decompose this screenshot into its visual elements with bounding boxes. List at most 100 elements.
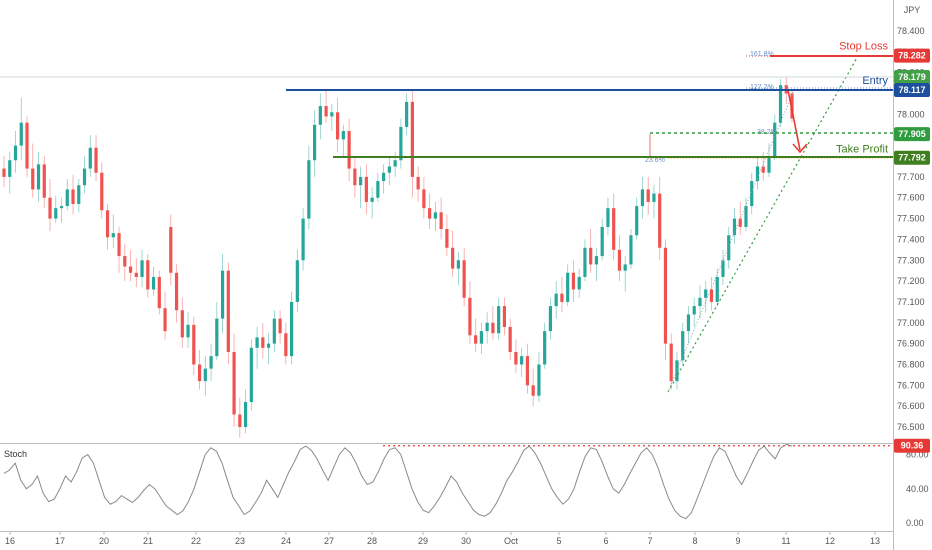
candle-body: [485, 322, 489, 332]
candle-body: [215, 318, 219, 357]
candle-body: [675, 360, 679, 382]
time-tick-label: 6: [603, 536, 608, 546]
candle-body: [100, 172, 104, 211]
candlesticks: [2, 76, 794, 438]
price-tick-label: 76.700: [897, 380, 925, 390]
candle-body: [531, 385, 535, 396]
price-label-box-fib382: [894, 127, 930, 142]
candle-body: [128, 266, 133, 273]
candle-body: [307, 160, 311, 219]
price-label-box-high: [894, 70, 930, 85]
candle-body: [761, 166, 765, 173]
price-tick-label: 77.100: [897, 297, 925, 307]
candle-body: [479, 331, 484, 344]
candle-body: [491, 322, 495, 334]
candle-body: [146, 260, 150, 290]
candle-body: [13, 145, 18, 161]
time-tick-label: 20: [99, 536, 109, 546]
candle-body: [232, 351, 236, 415]
candle-body: [82, 168, 87, 186]
candle-body: [692, 306, 696, 315]
time-tick-label: 29: [418, 536, 428, 546]
candle-body: [134, 272, 138, 277]
candle-body: [583, 247, 587, 277]
candle-body: [554, 293, 558, 307]
candle-body: [266, 343, 271, 348]
price-label-text-entry: 78.117: [898, 85, 925, 95]
candle-body: [94, 147, 98, 173]
candle-body: [571, 272, 576, 290]
candle-body: [456, 260, 460, 269]
stoch-line: [3, 443, 793, 520]
candle-body: [629, 235, 633, 265]
entry-text: Entry: [862, 75, 888, 87]
time-tick-label: 9: [735, 536, 740, 546]
candle-body: [157, 276, 161, 309]
time-tick-label: 7: [647, 536, 652, 546]
candle-body: [324, 106, 328, 117]
candle-body: [669, 343, 673, 382]
candle-body: [514, 351, 518, 365]
candle-body: [330, 112, 334, 117]
candle-body: [31, 168, 35, 190]
candle-body: [451, 247, 455, 269]
candle-body: [105, 210, 110, 238]
candle-body: [560, 293, 564, 302]
candle-body: [640, 189, 645, 207]
candle-body: [393, 160, 397, 167]
candle-body: [732, 218, 737, 236]
support-trendline-outer: [667, 55, 859, 393]
take-profit-text: Take Profit: [836, 144, 888, 156]
candle-body: [715, 276, 719, 302]
stoch-value-box: [894, 438, 930, 453]
candle-body: [600, 226, 604, 257]
candle-body: [220, 270, 225, 319]
support-trendline-inner: [667, 87, 796, 393]
time-tick-label: 28: [367, 536, 377, 546]
time-tick-label: 23: [235, 536, 245, 546]
candle-body: [353, 168, 357, 186]
candle-body: [698, 297, 702, 307]
currency-label: JPY: [904, 5, 921, 15]
candle-body: [226, 270, 230, 352]
price-tick-label: 77.400: [897, 234, 925, 244]
price-label-box-tp: [894, 150, 930, 165]
stoch-value-text: 90.36: [901, 441, 924, 451]
candle-body: [652, 193, 656, 202]
price-tick-label: 77.700: [897, 172, 925, 182]
candle-body: [301, 218, 305, 261]
candle-body: [410, 101, 414, 177]
candle-body: [192, 324, 196, 365]
candle-body: [663, 247, 668, 344]
candle-body: [428, 208, 432, 219]
price-tick-label: 77.300: [897, 255, 925, 265]
candle-body: [71, 189, 75, 204]
candle-body: [197, 364, 202, 382]
candle-body: [704, 289, 708, 298]
candle-body: [180, 310, 184, 338]
price-label-text-tp: 77.792: [898, 153, 926, 163]
forecast-arrow-head: [792, 143, 808, 154]
candle-body: [606, 208, 610, 227]
candle-body: [709, 289, 714, 302]
candle-body: [238, 414, 242, 427]
stoch-tick-label: 0.00: [906, 518, 924, 528]
candle-body: [721, 260, 725, 277]
candle-body: [65, 189, 69, 207]
time-tick-label: 24: [281, 536, 291, 546]
candle-body: [612, 208, 616, 250]
price-tick-label: 77.000: [897, 318, 925, 328]
candle-body: [623, 264, 627, 271]
candle-body: [525, 356, 530, 386]
candle-body: [744, 206, 748, 227]
candle-body: [462, 260, 466, 298]
candle-body: [416, 176, 420, 190]
price-tick-label: 77.600: [897, 193, 925, 203]
candle-body: [364, 176, 368, 202]
price-tick-label: 77.200: [897, 276, 925, 286]
stoch-value-label: 90.36: [894, 438, 930, 453]
candle-body: [778, 85, 783, 123]
time-tick-label: 21: [143, 536, 153, 546]
candle-body: [370, 197, 374, 202]
